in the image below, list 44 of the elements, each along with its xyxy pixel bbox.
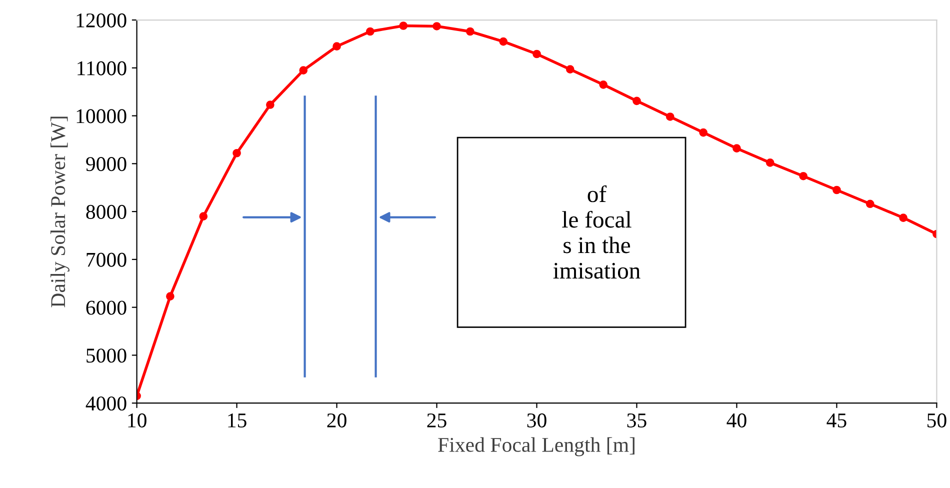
point	[232, 148, 241, 158]
x-axis-title: Fixed Focal Length [m]	[438, 437, 634, 456]
x-tick-label: 40	[726, 413, 746, 428]
point	[766, 158, 774, 167]
point	[432, 22, 441, 30]
x-tick-label: 25	[427, 413, 446, 428]
point	[566, 65, 574, 74]
y-axis-title: Daily Solar Power [W]	[50, 116, 70, 308]
x-tick-label: 35	[627, 413, 646, 428]
point	[599, 80, 608, 89]
point	[799, 172, 808, 180]
point	[166, 292, 174, 300]
y-tick-label: 8000	[86, 204, 126, 219]
point	[266, 100, 274, 109]
point	[332, 42, 341, 51]
y-tick-label: 10000	[76, 109, 126, 124]
point	[699, 128, 708, 137]
point	[532, 50, 541, 58]
point	[666, 112, 674, 121]
x-tick-label: 15	[228, 414, 246, 428]
point	[399, 22, 408, 30]
point	[499, 37, 508, 46]
point	[366, 27, 374, 36]
point	[632, 96, 641, 106]
point	[732, 144, 741, 153]
x-tick-label: 10	[128, 413, 146, 428]
x-tick-label: 20	[327, 413, 346, 428]
y-tick-label: 7000	[86, 252, 126, 267]
point	[466, 27, 474, 36]
point	[832, 186, 841, 194]
point	[899, 214, 908, 222]
y-tick-label: 6000	[86, 300, 126, 315]
y-tick-label: 5000	[86, 348, 126, 363]
annotation: of le focal s in the imisation	[553, 185, 640, 279]
x-tick-label: 50	[927, 413, 946, 428]
x-tick-label: 45	[826, 414, 846, 428]
point	[199, 212, 208, 221]
x-tick-label: 30	[527, 413, 546, 428]
y-tick-label: 11000	[78, 61, 126, 76]
point	[299, 66, 308, 74]
y-tick-label: 12000	[76, 13, 126, 28]
y-tick-label: 4000	[86, 396, 126, 411]
point	[866, 200, 874, 208]
y-tick-label: 9000	[86, 157, 126, 172]
